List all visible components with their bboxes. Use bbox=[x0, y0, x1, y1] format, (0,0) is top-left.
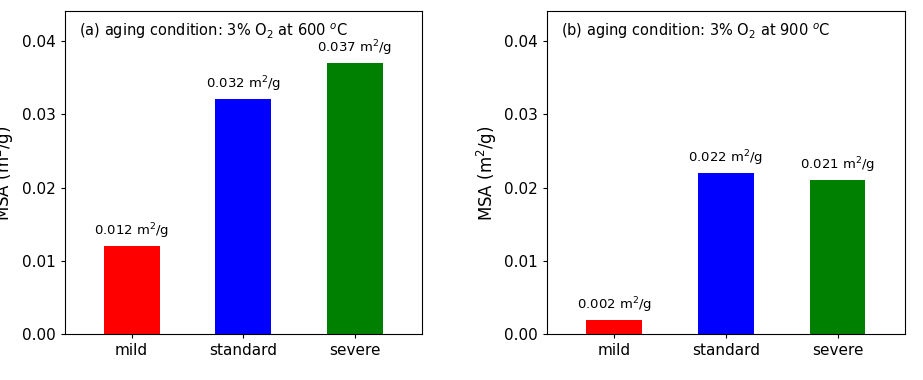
Text: (a) aging condition: 3% O$_2$ at 600 $^o$C: (a) aging condition: 3% O$_2$ at 600 $^o… bbox=[78, 21, 348, 41]
Text: 0.032 m$^2$/g: 0.032 m$^2$/g bbox=[206, 75, 281, 94]
Bar bbox=[586, 320, 642, 334]
Text: 0.037 m$^2$/g: 0.037 m$^2$/g bbox=[318, 38, 392, 58]
Bar bbox=[809, 180, 866, 334]
Bar bbox=[215, 100, 271, 334]
Text: 0.012 m$^2$/g: 0.012 m$^2$/g bbox=[94, 222, 169, 241]
Text: 0.021 m$^2$/g: 0.021 m$^2$/g bbox=[800, 155, 875, 175]
Bar bbox=[698, 173, 754, 334]
Text: 0.002 m$^2$/g: 0.002 m$^2$/g bbox=[577, 295, 652, 315]
Y-axis label: MSA (m$^2$/g): MSA (m$^2$/g) bbox=[474, 125, 498, 221]
Bar bbox=[103, 246, 160, 334]
Y-axis label: MSA (m$^2$/g): MSA (m$^2$/g) bbox=[0, 125, 16, 221]
Text: 0.022 m$^2$/g: 0.022 m$^2$/g bbox=[689, 148, 763, 168]
Text: (b) aging condition: 3% O$_2$ at 900 $^o$C: (b) aging condition: 3% O$_2$ at 900 $^o… bbox=[561, 21, 831, 41]
Bar bbox=[327, 63, 383, 334]
